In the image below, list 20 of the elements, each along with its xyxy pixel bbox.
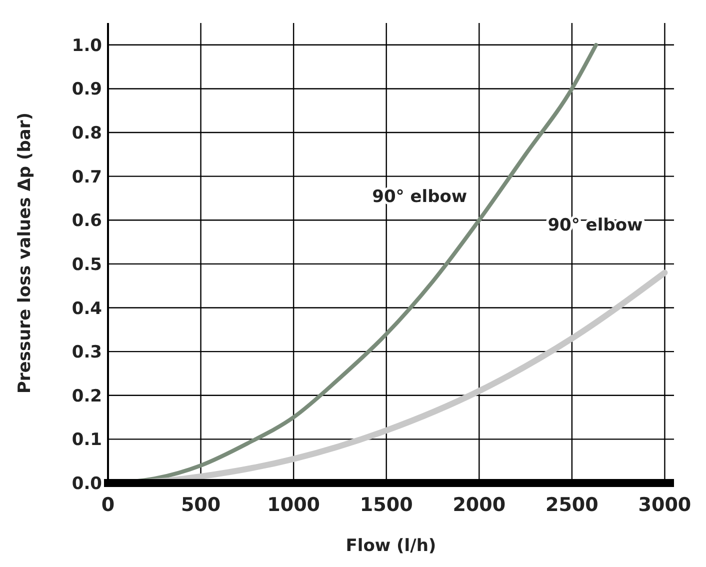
x-tick-label: 2000	[452, 494, 506, 516]
y-tick-label: 0.5	[72, 254, 102, 275]
y-tick-label: 1.0	[72, 36, 102, 56]
y-tick-label: 0.3	[72, 342, 102, 363]
x-tick-label: 500	[180, 494, 221, 516]
y-tick-label: 0.7	[72, 167, 102, 188]
y-axis-title: Pressure loss values Δp (bar)	[15, 112, 35, 394]
y-tick-label: 0.4	[72, 298, 102, 319]
x-tick-label: 3000	[638, 494, 692, 516]
x-tick-label: 1500	[360, 494, 413, 516]
y-tick-label: 0.2	[72, 386, 102, 406]
x-axis-title: Flow (l/h)	[346, 536, 436, 556]
x-tick-label: 0	[101, 494, 115, 516]
y-tick-label: 0.1	[72, 430, 102, 450]
y-tick-label: 0.0	[72, 474, 102, 494]
x-tick-label: 1000	[267, 494, 320, 516]
y-tick-label: 0.8	[72, 124, 102, 144]
y-tick-label: 0.6	[72, 211, 102, 232]
y-tick-label: 0.9	[72, 80, 102, 100]
x-tick-label: 2500	[545, 494, 598, 516]
